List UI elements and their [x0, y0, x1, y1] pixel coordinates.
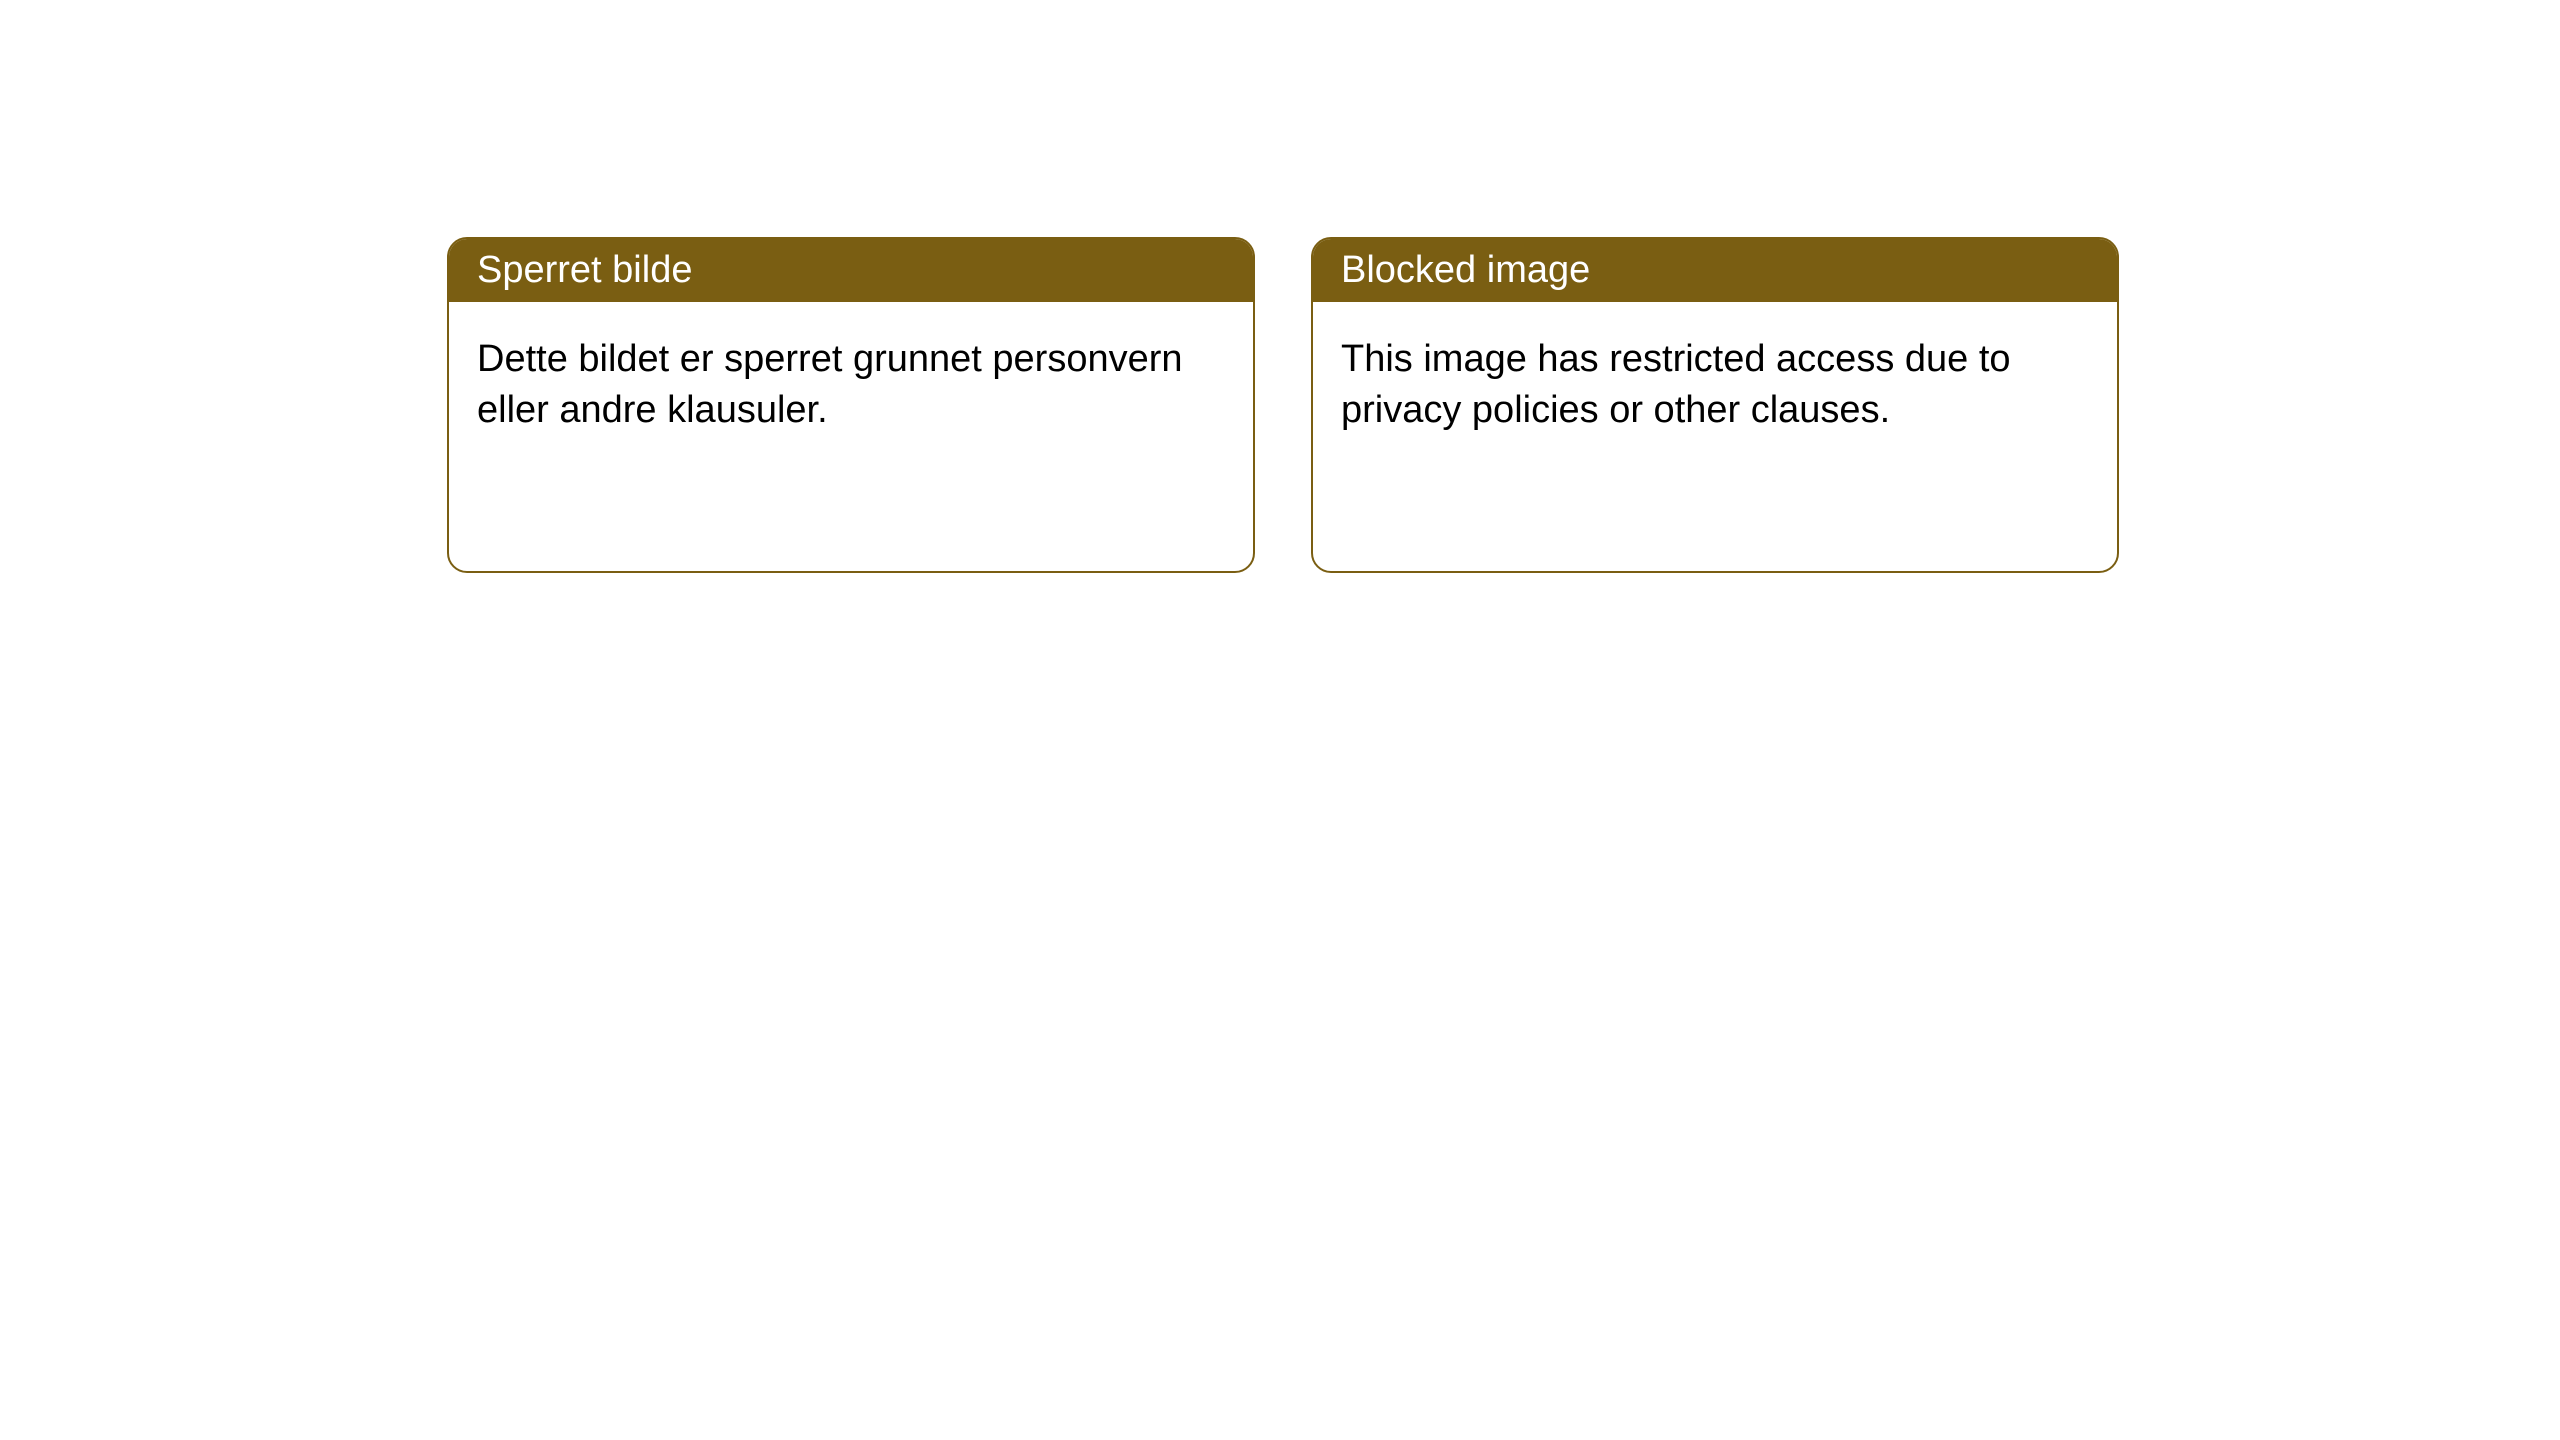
card-body-text: This image has restricted access due to …: [1341, 338, 2011, 431]
card-header-en: Blocked image: [1313, 239, 2117, 302]
blocked-image-card-no: Sperret bilde Dette bildet er sperret gr…: [447, 237, 1255, 573]
card-body-no: Dette bildet er sperret grunnet personve…: [449, 302, 1253, 469]
card-header-text: Blocked image: [1341, 249, 1590, 291]
card-header-text: Sperret bilde: [477, 249, 692, 291]
notice-container: Sperret bilde Dette bildet er sperret gr…: [0, 0, 2560, 573]
card-body-text: Dette bildet er sperret grunnet personve…: [477, 338, 1183, 431]
card-header-no: Sperret bilde: [449, 239, 1253, 302]
card-body-en: This image has restricted access due to …: [1313, 302, 2117, 469]
blocked-image-card-en: Blocked image This image has restricted …: [1311, 237, 2119, 573]
